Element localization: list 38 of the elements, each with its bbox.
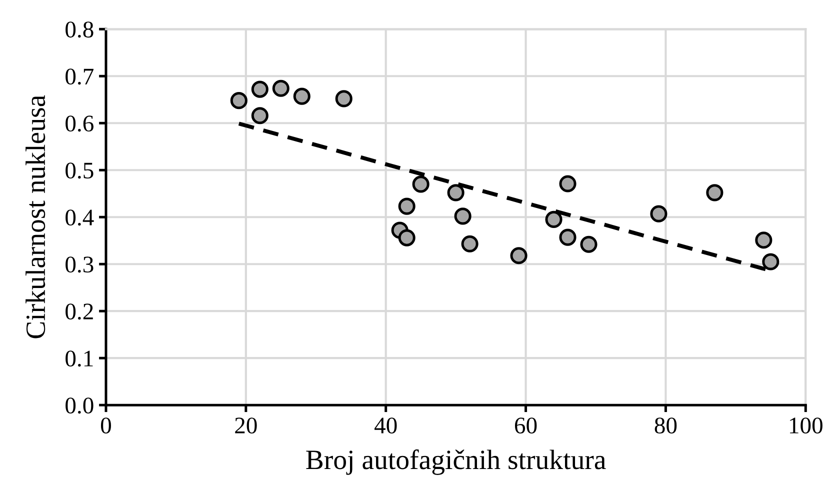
point	[272, 80, 290, 97]
y-tick-label: 0.8	[66, 22, 94, 38]
y-tick-label: 0.7	[66, 68, 94, 85]
point	[461, 235, 478, 252]
point	[398, 198, 416, 215]
x-tick-label: 20	[235, 418, 257, 434]
point	[545, 210, 562, 228]
point	[412, 176, 430, 193]
point	[447, 184, 464, 202]
y-tick-label: 0.1	[66, 350, 93, 367]
y-tick-label: 0.3	[66, 256, 94, 273]
y-tick-label: 0.4	[66, 210, 94, 226]
point	[580, 236, 598, 253]
point	[293, 88, 310, 105]
point	[559, 175, 576, 192]
y-tick-label: 0.0	[66, 398, 94, 414]
x-axis-title: Broj autofagičnih struktura	[306, 449, 606, 475]
y-tick-label: 0.5	[66, 162, 94, 179]
point	[251, 107, 268, 124]
x-tick-label: 80	[654, 418, 677, 434]
point	[454, 208, 472, 225]
point	[755, 232, 772, 249]
x-tick-label: 0	[100, 418, 111, 434]
point	[650, 205, 668, 222]
x-tick-label: 40	[374, 418, 397, 434]
point	[335, 90, 352, 108]
y-tick-label: 0.6	[66, 116, 94, 132]
x-tick-label: 60	[514, 418, 537, 434]
x-tick-label: 100	[790, 418, 822, 434]
point	[762, 253, 780, 270]
point	[251, 80, 268, 98]
point	[559, 228, 576, 246]
point	[230, 92, 248, 110]
y-tick-label: 0.2	[66, 304, 93, 320]
point	[510, 247, 528, 264]
point	[706, 184, 724, 202]
y-axis-title: Cirkularnost nukleusa	[26, 95, 46, 338]
point	[398, 229, 416, 246]
